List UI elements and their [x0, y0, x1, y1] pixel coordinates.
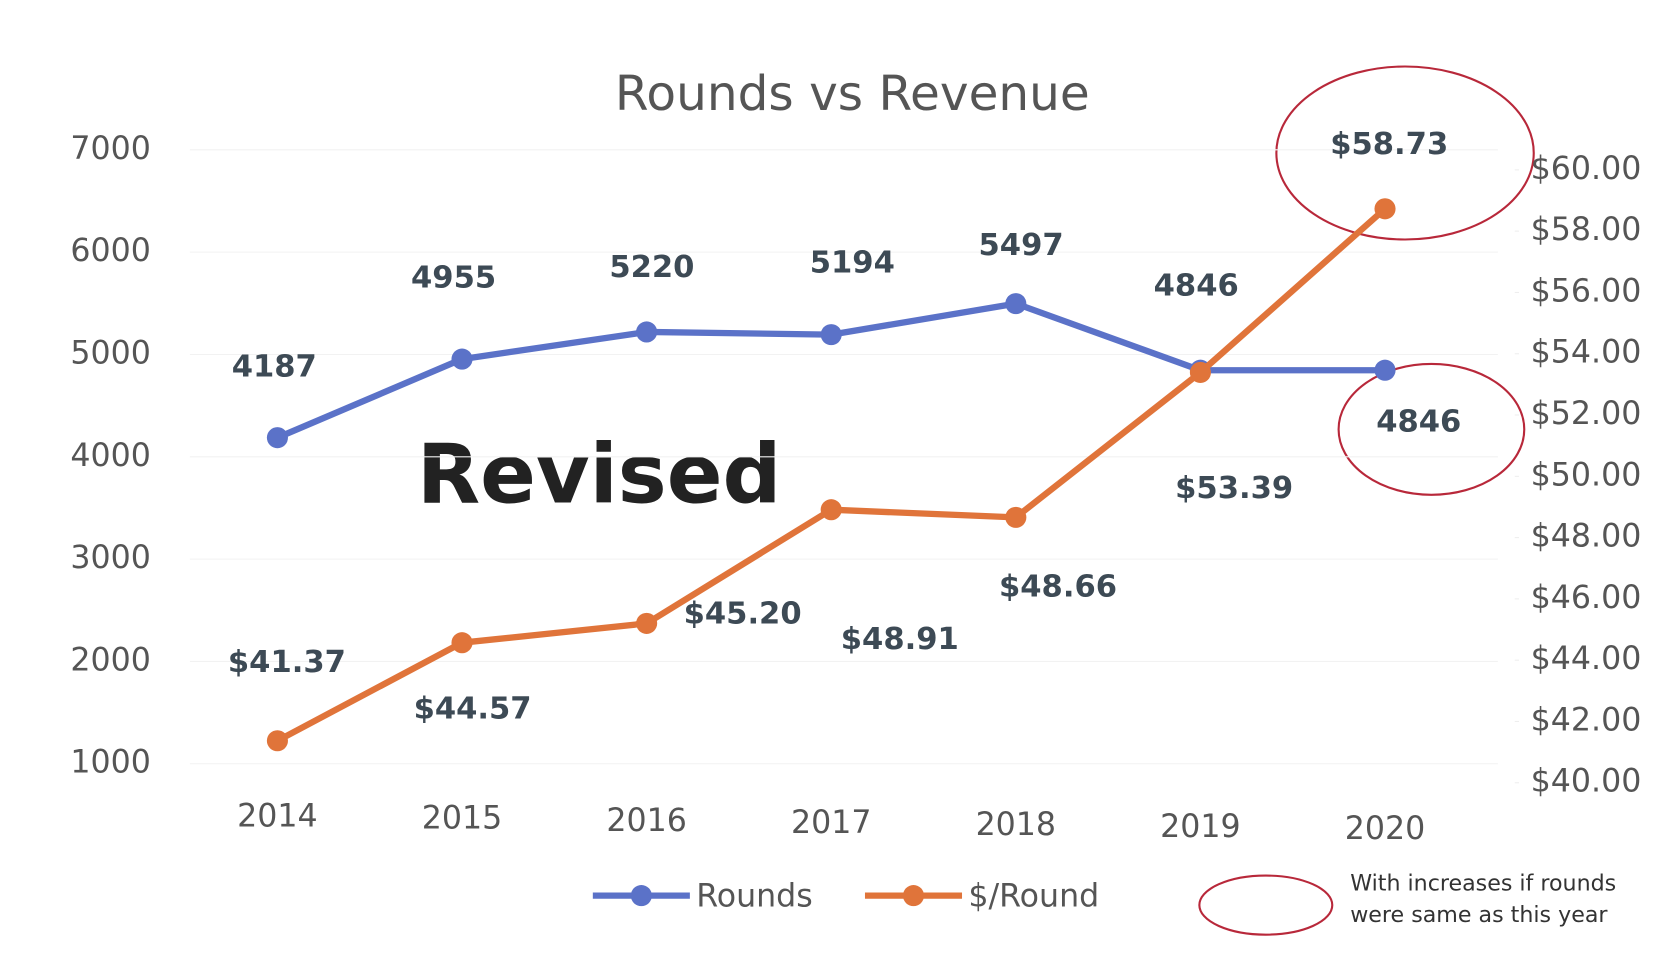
note-circle: [1198, 874, 1334, 936]
point: [820, 499, 842, 521]
point: [820, 324, 842, 346]
point: [266, 730, 288, 752]
legend-marker: [630, 885, 652, 907]
point: [1374, 359, 1396, 381]
point: [266, 427, 288, 449]
y2-tick-label: $52.00: [1531, 396, 1642, 432]
data-label: $45.20: [684, 596, 802, 631]
y-tick-label: 7000: [70, 131, 150, 167]
data-label: 5220: [609, 250, 694, 285]
y2-tick-label: $58.00: [1531, 212, 1642, 248]
annotation: Revised: [417, 427, 782, 522]
highlight-circle: [1275, 65, 1535, 241]
y2-tick-label: $56.00: [1531, 273, 1642, 309]
data-label: $44.57: [414, 692, 532, 727]
legend-label: $/Round: [968, 879, 1099, 915]
point: [451, 348, 473, 370]
data-label: 4846: [1376, 404, 1461, 439]
point: [1189, 361, 1211, 383]
point: [636, 321, 658, 343]
data-label: 4846: [1154, 268, 1239, 303]
data-label: $41.37: [228, 645, 346, 680]
legend-marker: [902, 885, 925, 907]
y2-tick-label: $40.00: [1531, 764, 1642, 800]
data-label: $48.66: [999, 570, 1117, 605]
x-tick-label: 2016: [606, 803, 686, 839]
point: [1374, 198, 1396, 220]
data-label: 4955: [411, 260, 496, 295]
note-text: With increases if rounds: [1350, 871, 1616, 897]
y2-tick-label: $46.00: [1531, 580, 1642, 616]
y2-tick-label: $42.00: [1531, 702, 1642, 738]
point: [451, 632, 473, 654]
y-tick-label: 3000: [70, 540, 150, 576]
x-tick-label: 2019: [1160, 809, 1240, 845]
y2-tick-label: $50.00: [1531, 457, 1642, 493]
x-tick-label: 2018: [976, 807, 1056, 843]
y2-tick-label: $48.00: [1531, 519, 1642, 555]
y-tick-label: 4000: [70, 438, 150, 474]
highlight-circle: [1337, 362, 1526, 496]
y-tick-label: 2000: [70, 642, 150, 678]
x-tick-label: 2015: [422, 801, 502, 837]
chart-title: Rounds vs Revenue: [615, 66, 1090, 122]
data-label: $53.39: [1175, 471, 1293, 506]
data-label: $58.73: [1330, 127, 1448, 162]
y2-tick-label: $44.00: [1531, 641, 1642, 677]
point: [1005, 506, 1027, 528]
x-tick-label: 2020: [1345, 811, 1425, 847]
legend-label: Rounds: [696, 879, 813, 915]
data-label: 4187: [232, 350, 317, 385]
y-tick-label: 1000: [70, 745, 150, 781]
y2-tick-label: $54.00: [1531, 335, 1642, 371]
point: [1005, 293, 1027, 315]
x-tick-label: 2014: [237, 799, 317, 835]
y-tick-label: 6000: [70, 233, 150, 269]
data-label: 5194: [810, 245, 895, 280]
y2-tick-label: $60.00: [1531, 151, 1642, 187]
y-tick-label: 5000: [70, 335, 150, 371]
point: [636, 612, 658, 634]
data-label: 5497: [979, 228, 1064, 263]
note-text: were same as this year: [1350, 902, 1608, 928]
data-label: $48.91: [841, 622, 959, 657]
x-tick-label: 2017: [791, 805, 871, 841]
